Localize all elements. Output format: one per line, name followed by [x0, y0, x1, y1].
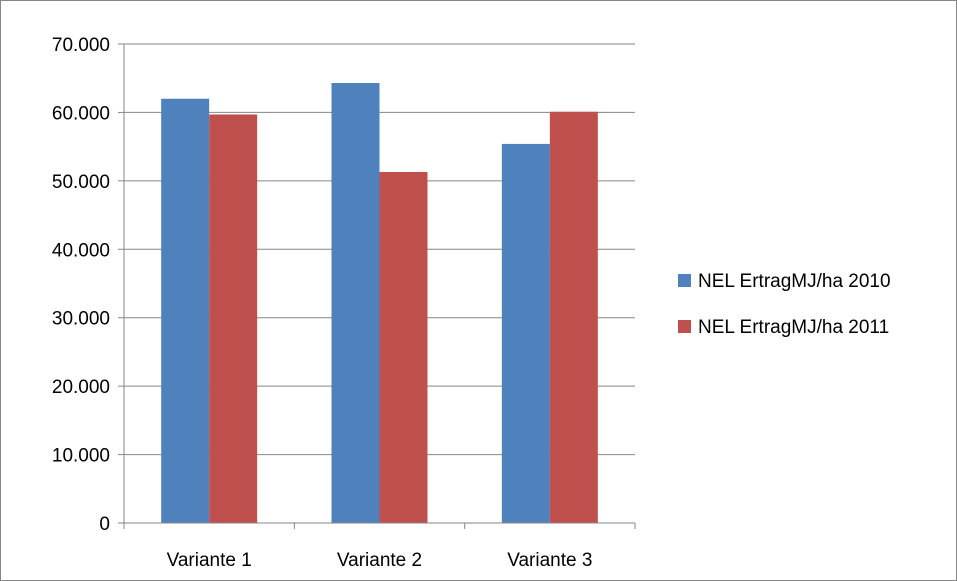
bar-2-2 — [379, 171, 428, 523]
bar-2-1 — [209, 114, 258, 523]
bars — [161, 83, 598, 524]
bar-1-3 — [501, 143, 550, 524]
y-tick-label: 0 — [99, 514, 110, 535]
y-tick-label: 10.000 — [52, 446, 110, 467]
legend-label: NEL ErtragMJ/ha 2010 — [698, 271, 891, 292]
y-axis-tick-labels: 0 10.000 20.000 30.000 40.000 50.000 60.000 70.… — [52, 35, 110, 535]
x-tick-label: Variante 3 — [507, 550, 592, 571]
y-tick-label: 20.000 — [52, 377, 110, 398]
y-tick-label: 50.000 — [52, 172, 110, 193]
x-tick-label: Variante 1 — [167, 550, 252, 571]
legend: NEL ErtragMJ/ha 2010 NEL ErtragMJ/ha 2011 — [678, 271, 891, 338]
legend-swatch — [678, 274, 691, 287]
x-axis-tick-labels: Variante 1 Variante 2 Variante 3 — [167, 550, 593, 571]
bar-1-2 — [331, 83, 380, 524]
bar-1-1 — [161, 98, 210, 523]
x-tick-label: Variante 2 — [337, 550, 422, 571]
y-tick-label: 30.000 — [52, 309, 110, 330]
legend-label: NEL ErtragMJ/ha 2011 — [698, 317, 889, 338]
bar-2-3 — [549, 111, 598, 523]
axes — [118, 43, 636, 529]
legend-swatch — [678, 320, 691, 333]
y-tick-label: 70.000 — [52, 35, 110, 56]
y-tick-label: 40.000 — [52, 240, 110, 261]
y-tick-label: 60.000 — [52, 103, 110, 124]
